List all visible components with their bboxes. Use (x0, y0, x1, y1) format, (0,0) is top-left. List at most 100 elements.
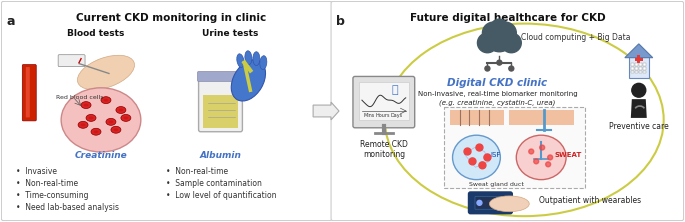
Bar (631, 67, 634, 69)
Ellipse shape (245, 51, 252, 65)
Circle shape (486, 24, 513, 52)
Text: Digital CKD clinic: Digital CKD clinic (447, 78, 547, 88)
Ellipse shape (66, 88, 136, 148)
Circle shape (509, 66, 514, 71)
Text: Mins: Mins (364, 113, 375, 118)
Text: Blood tests: Blood tests (67, 29, 125, 38)
Text: Creatinine: Creatinine (75, 151, 127, 161)
Ellipse shape (61, 88, 141, 152)
Text: Sweat gland duct: Sweat gland duct (469, 182, 524, 187)
Circle shape (477, 200, 482, 205)
FancyBboxPatch shape (58, 55, 85, 67)
Ellipse shape (88, 116, 94, 119)
Text: ISF: ISF (490, 153, 501, 159)
Ellipse shape (78, 121, 88, 128)
Text: ⦿: ⦿ (391, 85, 398, 95)
Ellipse shape (237, 54, 244, 67)
Bar (643, 63, 646, 65)
Text: Red blood cells: Red blood cells (56, 95, 103, 100)
Text: Days: Days (391, 113, 403, 118)
Text: •  Low level of quantification: • Low level of quantification (166, 191, 276, 200)
FancyBboxPatch shape (23, 65, 36, 121)
Circle shape (495, 22, 516, 44)
Text: Current CKD monitoring in clinic: Current CKD monitoring in clinic (75, 13, 266, 23)
FancyBboxPatch shape (197, 71, 243, 81)
FancyBboxPatch shape (203, 95, 238, 128)
Ellipse shape (232, 60, 266, 101)
Circle shape (479, 162, 486, 169)
Ellipse shape (111, 126, 121, 133)
Ellipse shape (108, 120, 114, 123)
Text: Non-invasive, real-time biomarker monitoring: Non-invasive, real-time biomarker monito… (418, 91, 577, 97)
Bar (635, 67, 638, 69)
Text: Hours: Hours (376, 113, 390, 118)
Ellipse shape (123, 116, 128, 119)
Ellipse shape (114, 128, 119, 131)
Ellipse shape (516, 135, 566, 180)
Text: Urine tests: Urine tests (202, 29, 259, 38)
Polygon shape (629, 56, 649, 78)
Circle shape (529, 149, 534, 154)
FancyBboxPatch shape (469, 192, 512, 214)
Circle shape (497, 60, 502, 65)
Circle shape (534, 159, 538, 164)
Ellipse shape (91, 128, 101, 135)
Ellipse shape (77, 55, 134, 90)
Text: a: a (6, 15, 15, 28)
FancyBboxPatch shape (635, 58, 643, 61)
Text: (e.g. creatinine, cystatin-C, urea): (e.g. creatinine, cystatin-C, urea) (439, 99, 556, 106)
Text: •  Sample contamination: • Sample contamination (166, 179, 262, 188)
Ellipse shape (81, 102, 91, 109)
Circle shape (546, 162, 551, 167)
Circle shape (540, 145, 545, 150)
Ellipse shape (489, 196, 530, 212)
Circle shape (484, 154, 491, 161)
Ellipse shape (84, 104, 88, 107)
Bar (635, 71, 638, 73)
Circle shape (632, 83, 646, 97)
Text: b: b (336, 15, 345, 28)
Bar (643, 71, 646, 73)
FancyBboxPatch shape (449, 110, 504, 125)
FancyBboxPatch shape (331, 1, 684, 221)
Circle shape (469, 158, 476, 165)
Text: •  Need lab-based analysis: • Need lab-based analysis (16, 203, 119, 212)
Text: •  Invasive: • Invasive (16, 167, 58, 176)
Ellipse shape (103, 99, 108, 102)
FancyBboxPatch shape (475, 196, 506, 209)
FancyBboxPatch shape (510, 110, 574, 125)
Text: Preventive care: Preventive care (609, 122, 669, 131)
Ellipse shape (94, 130, 99, 133)
Bar (639, 71, 642, 73)
FancyBboxPatch shape (1, 1, 332, 221)
Bar (639, 63, 642, 65)
Ellipse shape (81, 123, 86, 126)
Ellipse shape (121, 115, 131, 121)
FancyBboxPatch shape (359, 82, 409, 120)
Polygon shape (631, 99, 647, 118)
Circle shape (482, 22, 504, 44)
Ellipse shape (253, 52, 260, 65)
Ellipse shape (116, 107, 126, 113)
Bar (631, 63, 634, 65)
FancyBboxPatch shape (444, 107, 585, 188)
Circle shape (501, 33, 521, 53)
Text: Remote CKD
monitoring: Remote CKD monitoring (360, 140, 408, 159)
Text: •  Non-real-time: • Non-real-time (166, 167, 228, 176)
Circle shape (548, 155, 553, 160)
Ellipse shape (86, 115, 96, 121)
Text: Future digital healthcare for CKD: Future digital healthcare for CKD (410, 13, 605, 23)
Ellipse shape (106, 118, 116, 125)
Ellipse shape (101, 97, 111, 104)
FancyArrow shape (313, 102, 339, 120)
Circle shape (477, 33, 497, 53)
Polygon shape (625, 44, 653, 58)
Bar (631, 71, 634, 73)
FancyBboxPatch shape (637, 55, 640, 63)
Ellipse shape (453, 135, 500, 180)
Circle shape (490, 19, 508, 37)
FancyBboxPatch shape (199, 73, 242, 132)
Bar (639, 67, 642, 69)
Circle shape (485, 66, 490, 71)
FancyBboxPatch shape (353, 76, 414, 128)
